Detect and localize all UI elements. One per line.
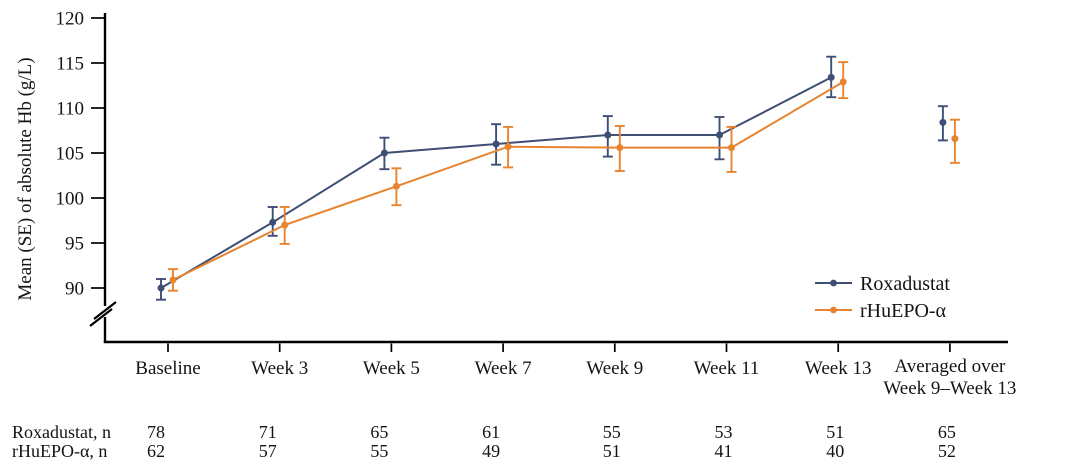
axis-break-icon	[93, 301, 117, 320]
data-point-roxadustat-baseline	[157, 284, 165, 292]
table-cell-roxadustat-n-week-11: 53	[715, 422, 733, 442]
table-cell-rhuepo-n-baseline: 62	[147, 441, 165, 461]
table-cell-roxadustat-n-week-7: 61	[482, 422, 500, 442]
table-cell-roxadustat-n-week-9: 55	[603, 422, 621, 442]
y-tick-label: 110	[56, 99, 84, 120]
data-point-rhuepo-week-11	[728, 144, 735, 152]
table-cell-rhuepo-n-week-5: 55	[370, 441, 388, 461]
table-cell-rhuepo-n-week-13: 40	[826, 441, 844, 461]
data-point-rhuepo-week-9	[616, 144, 624, 152]
y-tick-label: 115	[56, 54, 84, 75]
legend-marker-rhuepo	[830, 306, 837, 314]
y-tick-label: 105	[56, 144, 85, 165]
x-tick-label-averaged-over: Averaged over	[894, 356, 1006, 377]
x-tick-label-averaged-over: Week 9–Week 13	[883, 378, 1016, 399]
table-cell-rhuepo-n-week-9: 51	[603, 441, 621, 461]
data-point-rhuepo-averaged-over	[951, 135, 959, 143]
data-point-roxadustat-week-5	[380, 149, 388, 157]
table-cell-roxadustat-n-week-13: 51	[826, 422, 844, 442]
table-cell-rhuepo-n-averaged-over: 52	[938, 441, 956, 461]
x-tick-label-week-9: Week 9	[586, 358, 643, 379]
table-row-label-rhuepo-n: rHuEPO-α, n	[12, 441, 107, 461]
data-point-rhuepo-week-5	[392, 182, 400, 190]
data-point-roxadustat-week-9	[604, 131, 612, 139]
legend-label-roxadustat: Roxadustat	[860, 273, 950, 295]
data-point-roxadustat-week-3	[269, 218, 277, 226]
series-line-roxadustat	[160, 76, 832, 289]
data-point-rhuepo-week-3	[281, 221, 289, 229]
axis-break-icon	[89, 308, 113, 327]
data-point-roxadustat-averaged-over	[939, 118, 947, 126]
y-tick-label: 90	[65, 279, 84, 300]
table-cell-roxadustat-n-week-3: 71	[259, 422, 277, 442]
data-point-rhuepo-baseline	[169, 276, 177, 284]
legend-label-rhuepo: rHuEPO-α	[860, 300, 947, 322]
x-tick-label-week-3: Week 3	[251, 358, 308, 379]
table-cell-rhuepo-n-week-3: 57	[259, 441, 277, 461]
data-point-roxadustat-week-7	[492, 140, 500, 148]
x-tick-label-week-13: Week 13	[805, 358, 872, 379]
x-tick-label-week-7: Week 7	[475, 358, 532, 379]
x-tick-label-week-11: Week 11	[694, 358, 760, 379]
y-tick-label: 100	[56, 189, 85, 210]
data-point-roxadustat-week-11	[716, 131, 723, 139]
x-tick-label-week-5: Week 5	[363, 358, 420, 379]
legend-marker-roxadustat	[830, 279, 837, 287]
data-point-rhuepo-week-7	[504, 143, 512, 151]
table-cell-roxadustat-n-averaged-over: 65	[938, 422, 956, 442]
table-cell-rhuepo-n-week-11: 41	[715, 441, 733, 461]
data-point-rhuepo-week-13	[839, 78, 847, 86]
table-cell-rhuepo-n-week-7: 49	[482, 441, 500, 461]
table-row-label-roxadustat-n: Roxadustat, n	[12, 422, 111, 442]
table-cell-roxadustat-n-week-5: 65	[370, 422, 388, 442]
series-line-rhuepo	[172, 81, 844, 281]
data-point-roxadustat-week-13	[827, 73, 835, 81]
y-tick-label: 120	[56, 9, 85, 30]
y-tick-label: 95	[65, 234, 84, 255]
table-cell-roxadustat-n-baseline: 78	[147, 422, 165, 442]
x-tick-label-baseline: Baseline	[135, 358, 200, 379]
